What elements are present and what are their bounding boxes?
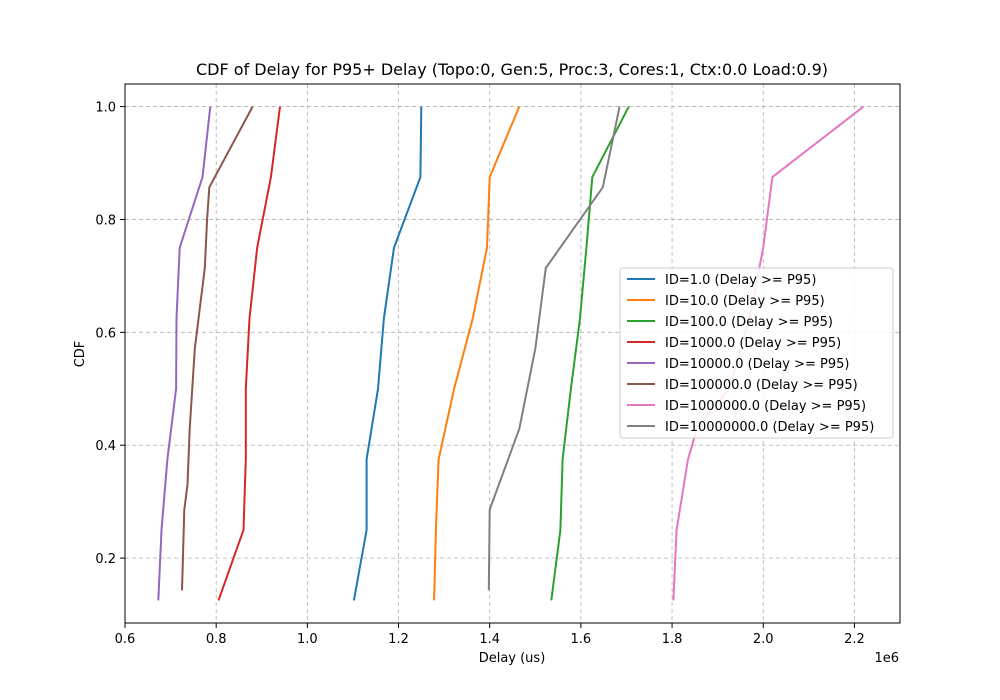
y-axis-label: CDF	[73, 341, 88, 368]
y-tick-label: 0.6	[95, 326, 116, 341]
plot-area-frame	[124, 83, 901, 624]
legend-label-5: ID=100000.0 (Delay >= P95)	[665, 378, 858, 393]
series-line-3	[217, 106, 281, 601]
legend-label-6: ID=1000000.0 (Delay >= P95)	[665, 399, 866, 414]
x-axis-label: Delay (us)	[479, 651, 546, 666]
series-line-1	[433, 106, 521, 601]
x-tick-label: 0.6	[115, 632, 136, 647]
series-line-7	[487, 106, 621, 591]
x-tick-label: 1.0	[297, 632, 318, 647]
legend-label-7: ID=10000000.0 (Delay >= P95)	[665, 420, 874, 435]
legend-label-3: ID=1000.0 (Delay >= P95)	[665, 336, 841, 351]
tick-layer: 0.6 0.8 1.0 1.2 1.4 1.6 1.8 2.0 2.2 0.2 0.4 0.6 0.8 1…	[95, 101, 864, 647]
series-line-4	[157, 106, 212, 601]
x-tick-label: 2.2	[844, 632, 865, 647]
x-axis-offset-label: 1e6	[874, 651, 899, 666]
x-tick-label: 1.8	[662, 632, 683, 647]
series-line-2	[550, 106, 630, 601]
x-tick-label: 1.4	[479, 632, 500, 647]
y-tick-label: 0.2	[95, 552, 116, 567]
legend-box	[619, 267, 894, 439]
legend-label-2: ID=100.0 (Delay >= P95)	[665, 315, 833, 330]
y-tick-label: 0.8	[95, 213, 116, 228]
series-line-0	[352, 106, 423, 601]
legend: ID=1.0 (Delay >= P95) ID=10.0 (Delay >= P…	[619, 267, 894, 439]
legend-label-4: ID=10000.0 (Delay >= P95)	[665, 357, 849, 372]
x-tick-label: 1.2	[388, 632, 409, 647]
y-tick-label: 0.4	[95, 439, 116, 454]
y-tick-label: 1.0	[95, 101, 116, 116]
series-line-5	[181, 106, 254, 591]
legend-label-0: ID=1.0 (Delay >= P95)	[665, 273, 816, 288]
legend-label-1: ID=10.0 (Delay >= P95)	[665, 294, 825, 309]
x-tick-label: 0.8	[206, 632, 227, 647]
x-tick-label: 2.0	[753, 632, 774, 647]
x-tick-label: 1.6	[571, 632, 592, 647]
chart-title: CDF of Delay for P95+ Delay (Topo:0, Gen…	[196, 60, 828, 79]
